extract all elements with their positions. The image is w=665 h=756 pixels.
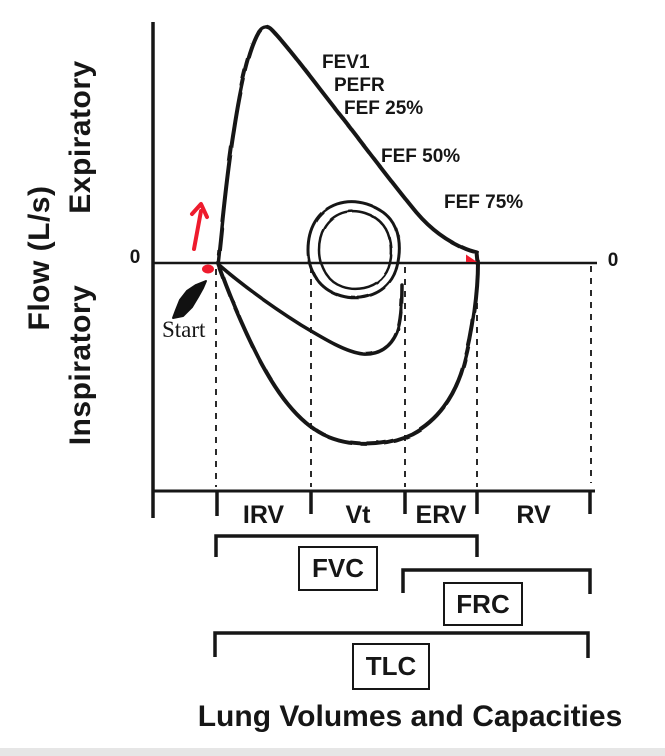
expiratory-axis-label: Expiratory	[63, 60, 97, 214]
inspiration-transition-path	[217, 263, 404, 356]
tlc-box: TLC	[352, 643, 430, 690]
figure-title: Lung Volumes and Capacities	[197, 700, 623, 733]
start-pointer-arrow-icon	[172, 280, 207, 319]
flow-axis-label: Flow (L/s)	[22, 185, 56, 331]
end-expiration-marker	[466, 254, 477, 262]
fef25-label: FEF 25%	[344, 98, 424, 119]
tlc-bracket	[213, 631, 590, 658]
x-axis-ticks	[215, 491, 592, 516]
tidal-loop-inner-path	[317, 209, 393, 291]
flow-volume-curves	[215, 25, 481, 446]
segment-label-erv: ERV	[415, 501, 467, 529]
pefr-label: PEFR	[334, 75, 385, 96]
start-point-dot	[202, 264, 214, 274]
fvc-label: FVC	[312, 553, 364, 583]
axes	[151, 22, 597, 518]
red-direction-arrow-shaft	[192, 209, 203, 251]
frc-box: FRC	[443, 582, 523, 626]
fef75-label: FEF 75%	[444, 192, 524, 213]
fev1-label: FEV1	[322, 52, 370, 73]
zero-label-right: 0	[607, 250, 619, 271]
fvc-bracket	[214, 534, 479, 557]
frc-label: FRC	[456, 588, 510, 619]
start-label: Start	[162, 317, 206, 342]
segment-label-rv: RV	[516, 501, 551, 529]
frc-bracket	[401, 568, 592, 594]
zero-label-left: 0	[129, 247, 141, 268]
tidal-loop-outer-path	[306, 200, 401, 300]
red-annotations	[190, 202, 477, 274]
volume-boundary-dashed-lines	[215, 266, 592, 487]
maximal-loop-path	[215, 25, 481, 446]
inspiratory-axis-label: Inspiratory	[63, 284, 97, 446]
fef50-label: FEF 50%	[381, 146, 461, 167]
red-direction-arrow-icon	[190, 202, 209, 219]
scan-edge-artifact	[0, 748, 665, 756]
segment-label-vt: Vt	[345, 501, 371, 529]
tlc-label: TLC	[365, 651, 417, 681]
segment-label-irv: IRV	[242, 501, 285, 529]
capacity-brackets	[213, 534, 592, 658]
fvc-box: FVC	[298, 546, 378, 591]
